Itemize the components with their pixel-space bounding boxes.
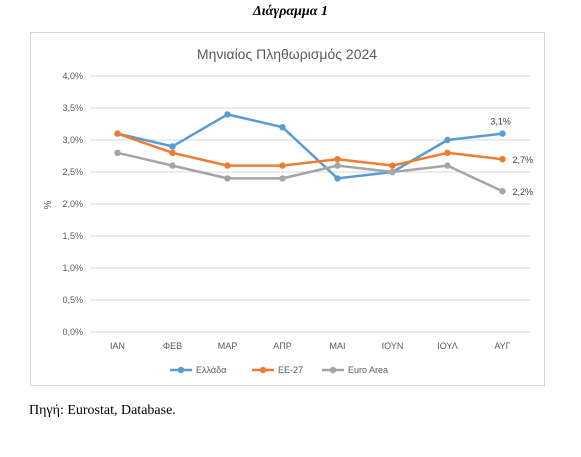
y-tick-label: 2,5% xyxy=(62,167,83,177)
legend-swatch-marker xyxy=(329,366,337,374)
y-tick-label: 1,0% xyxy=(62,263,83,273)
data-point xyxy=(114,149,121,156)
y-tick-label: 0,5% xyxy=(62,295,83,305)
data-point xyxy=(169,143,176,150)
data-point xyxy=(444,149,451,156)
data-point xyxy=(444,162,451,169)
source-note: Πηγή: Eurostat, Database. xyxy=(29,403,176,418)
data-point xyxy=(169,162,176,169)
data-point xyxy=(499,156,506,163)
data-point xyxy=(499,188,506,195)
series-line xyxy=(117,151,504,193)
data-point xyxy=(444,136,451,144)
x-tick-label: ΙΟΥΝ xyxy=(382,341,404,351)
data-label: 3,1% xyxy=(490,117,511,127)
x-tick-label: ΜΑΡ xyxy=(218,341,238,351)
y-tick-label: 1,5% xyxy=(62,231,83,241)
x-tick-label: ΜΑΙ xyxy=(329,341,345,351)
y-tick-label: 3,0% xyxy=(62,135,83,145)
y-tick-label: 3,5% xyxy=(62,103,83,113)
data-point xyxy=(224,162,231,169)
figure-caption: Διάγραμμα 1 xyxy=(252,4,328,19)
line-chart: Μηνιαίος Πληθωρισμός 2024 0,0% 0,5% 1,0% 1,5… xyxy=(43,46,534,375)
data-point xyxy=(279,124,286,131)
x-tick-label: ΙΟΥΛ xyxy=(437,341,458,351)
series-line xyxy=(117,132,503,167)
x-tick-label: ΑΥΓ xyxy=(494,341,510,351)
data-point xyxy=(334,156,341,163)
x-tick-label: ΦΕΒ xyxy=(163,341,182,351)
legend-swatch-marker xyxy=(177,366,185,374)
legend-swatch-marker xyxy=(259,366,267,374)
legend-entry: Ελλάδα xyxy=(196,365,226,375)
data-label: 2,7% xyxy=(513,155,534,165)
data-point xyxy=(334,162,341,169)
data-point xyxy=(169,149,176,156)
y-axis-label: % xyxy=(43,200,54,209)
y-tick-label: 2,0% xyxy=(62,199,83,209)
x-tick-label: ΑΠΡ xyxy=(273,341,292,351)
legend-entry: ΕΕ-27 xyxy=(278,365,303,375)
data-point xyxy=(389,168,396,176)
data-point xyxy=(224,175,231,182)
y-tick-label: 4,0% xyxy=(62,71,83,81)
x-tick-label: ΙΑΝ xyxy=(110,341,125,351)
data-label: 2,2% xyxy=(513,187,534,197)
data-point xyxy=(499,130,506,137)
data-point xyxy=(334,175,341,182)
chart-frame: Μηνιαίος Πληθωρισμός 2024 0,0% 0,5% 1,0% 1,5… xyxy=(30,32,545,386)
legend-entry: Euro Area xyxy=(348,365,388,375)
data-point xyxy=(279,162,286,169)
data-point xyxy=(279,175,286,182)
y-tick-label: 0,0% xyxy=(62,327,83,337)
data-point xyxy=(114,130,121,137)
data-point xyxy=(389,162,396,169)
series-line xyxy=(117,113,503,180)
data-point xyxy=(224,111,231,118)
chart-title: Μηνιαίος Πληθωρισμός 2024 xyxy=(197,46,377,62)
